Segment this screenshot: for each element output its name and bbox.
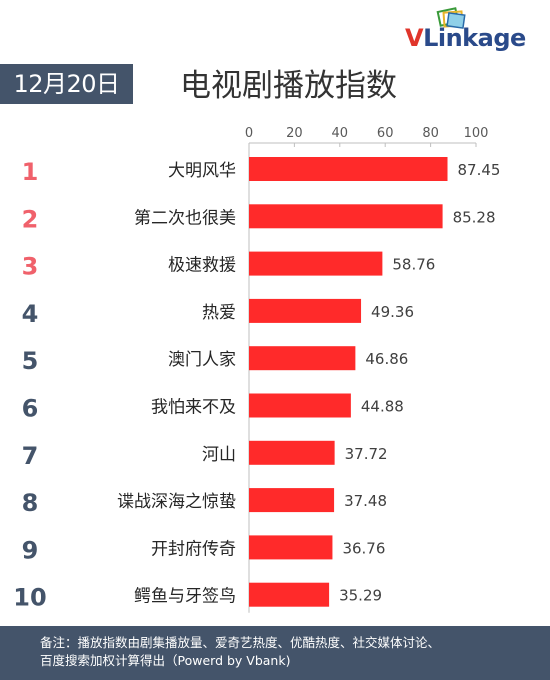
rank-number: 7 — [22, 442, 39, 470]
x-tick-label: 20 — [286, 126, 303, 141]
data-label: 58.76 — [392, 256, 435, 274]
rank-number: 4 — [22, 300, 39, 328]
category-label: 第二次也很美 — [134, 208, 236, 228]
data-label: 44.88 — [361, 398, 404, 416]
footer-note: 备注：播放指数由剧集播放量、爱奇艺热度、优酷热度、社交媒体讨论、 百度搜索加权计… — [0, 626, 550, 680]
ranking-bar-chart: 0 20 40 60 80 100 1 大明风华 87.45 2 第二次也很美 85.28 3 极速救援 5… — [13, 126, 501, 613]
category-label: 澳门人家 — [168, 350, 236, 370]
bar — [249, 582, 330, 607]
x-tick-label: 40 — [332, 126, 349, 141]
bar — [249, 440, 335, 465]
logo-text-rest: Linkage — [423, 24, 526, 52]
date-badge: 12月20日 — [0, 64, 133, 104]
bar — [249, 535, 333, 560]
category-label: 我怕来不及 — [151, 398, 236, 418]
rank-number: 5 — [22, 347, 39, 375]
logo-text-v: V — [405, 24, 424, 52]
vlinkage-logo: VLinkage — [405, 6, 535, 54]
rank-number: 6 — [22, 395, 39, 423]
data-label: 49.36 — [371, 303, 414, 321]
category-label: 极速救援 — [168, 256, 236, 276]
category-label: 鳄鱼与牙签鸟 — [134, 587, 236, 607]
x-tick-label: 80 — [422, 126, 439, 141]
category-label: 谍战深海之惊蛰 — [117, 492, 236, 512]
data-label: 46.86 — [365, 350, 408, 368]
chart-title: 电视剧播放指数 — [180, 68, 397, 104]
rank-number: 3 — [22, 253, 39, 281]
category-label: 河山 — [202, 445, 236, 465]
footer-note-line1: 备注：播放指数由剧集播放量、爱奇艺热度、优酷热度、社交媒体讨论、 — [40, 635, 441, 650]
data-label: 37.72 — [345, 445, 388, 463]
x-tick-label: 0 — [245, 126, 253, 141]
x-tick-label: 60 — [377, 126, 394, 141]
footer-note-line2: 百度搜索加权计算得出（Powerd by Vbank) — [40, 653, 291, 668]
data-label: 85.28 — [453, 208, 496, 226]
data-label: 87.45 — [458, 161, 501, 179]
bar — [249, 346, 356, 371]
data-label: 37.48 — [344, 492, 387, 510]
category-label: 大明风华 — [168, 161, 236, 181]
data-label: 36.76 — [342, 539, 385, 557]
category-label: 开封府传奇 — [151, 539, 236, 559]
logo-text: VLinkage — [405, 24, 526, 52]
bar — [249, 488, 335, 513]
rank-number: 9 — [22, 536, 39, 564]
x-tick-label: 100 — [464, 126, 489, 141]
bar — [249, 298, 362, 323]
rank-number: 1 — [22, 158, 39, 186]
category-label: 热爱 — [202, 303, 236, 323]
rank-number: 10 — [13, 584, 46, 612]
bar — [249, 204, 443, 229]
data-label: 35.29 — [339, 587, 382, 605]
rank-number: 2 — [22, 205, 39, 233]
bar — [249, 157, 448, 181]
bar — [249, 393, 351, 418]
rank-number: 8 — [22, 489, 39, 517]
stacked-squares-logo-icon — [436, 7, 466, 29]
bar — [249, 251, 383, 276]
